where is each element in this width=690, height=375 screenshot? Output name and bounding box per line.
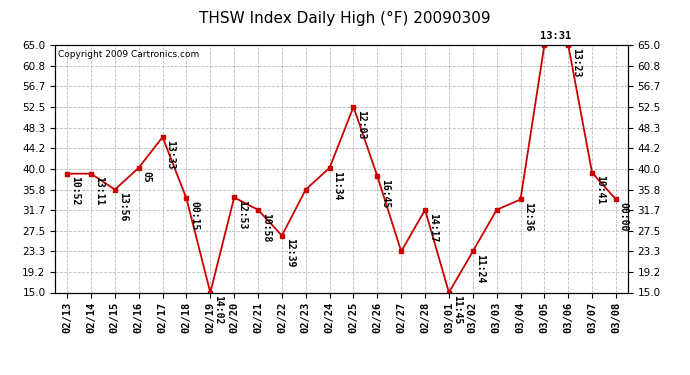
Text: 11:45: 11:45 [452,295,462,325]
Text: 13:31: 13:31 [540,31,571,41]
Text: 10:41: 10:41 [595,176,605,205]
Text: 12:36: 12:36 [523,202,533,232]
Text: 13:33: 13:33 [166,140,175,169]
Text: 05: 05 [141,171,152,182]
Text: 12:53: 12:53 [237,200,247,230]
Text: 14:02: 14:02 [213,295,223,325]
Text: 12:39: 12:39 [285,238,295,268]
Text: 14:17: 14:17 [428,213,438,242]
Text: THSW Index Daily High (°F) 20090309: THSW Index Daily High (°F) 20090309 [199,11,491,26]
Text: 13:56: 13:56 [117,192,128,222]
Text: Copyright 2009 Cartronics.com: Copyright 2009 Cartronics.com [58,50,199,59]
Text: 00:00: 00:00 [619,202,629,232]
Text: 12:03: 12:03 [356,110,366,139]
Text: 16:45: 16:45 [380,179,390,209]
Text: 10:52: 10:52 [70,177,80,206]
Text: 00:15: 00:15 [189,201,199,231]
Text: 10:58: 10:58 [261,213,270,242]
Text: 11:24: 11:24 [475,254,486,284]
Text: 13:23: 13:23 [571,48,581,77]
Text: 13:11: 13:11 [94,177,104,206]
Text: 11:34: 11:34 [333,171,342,200]
